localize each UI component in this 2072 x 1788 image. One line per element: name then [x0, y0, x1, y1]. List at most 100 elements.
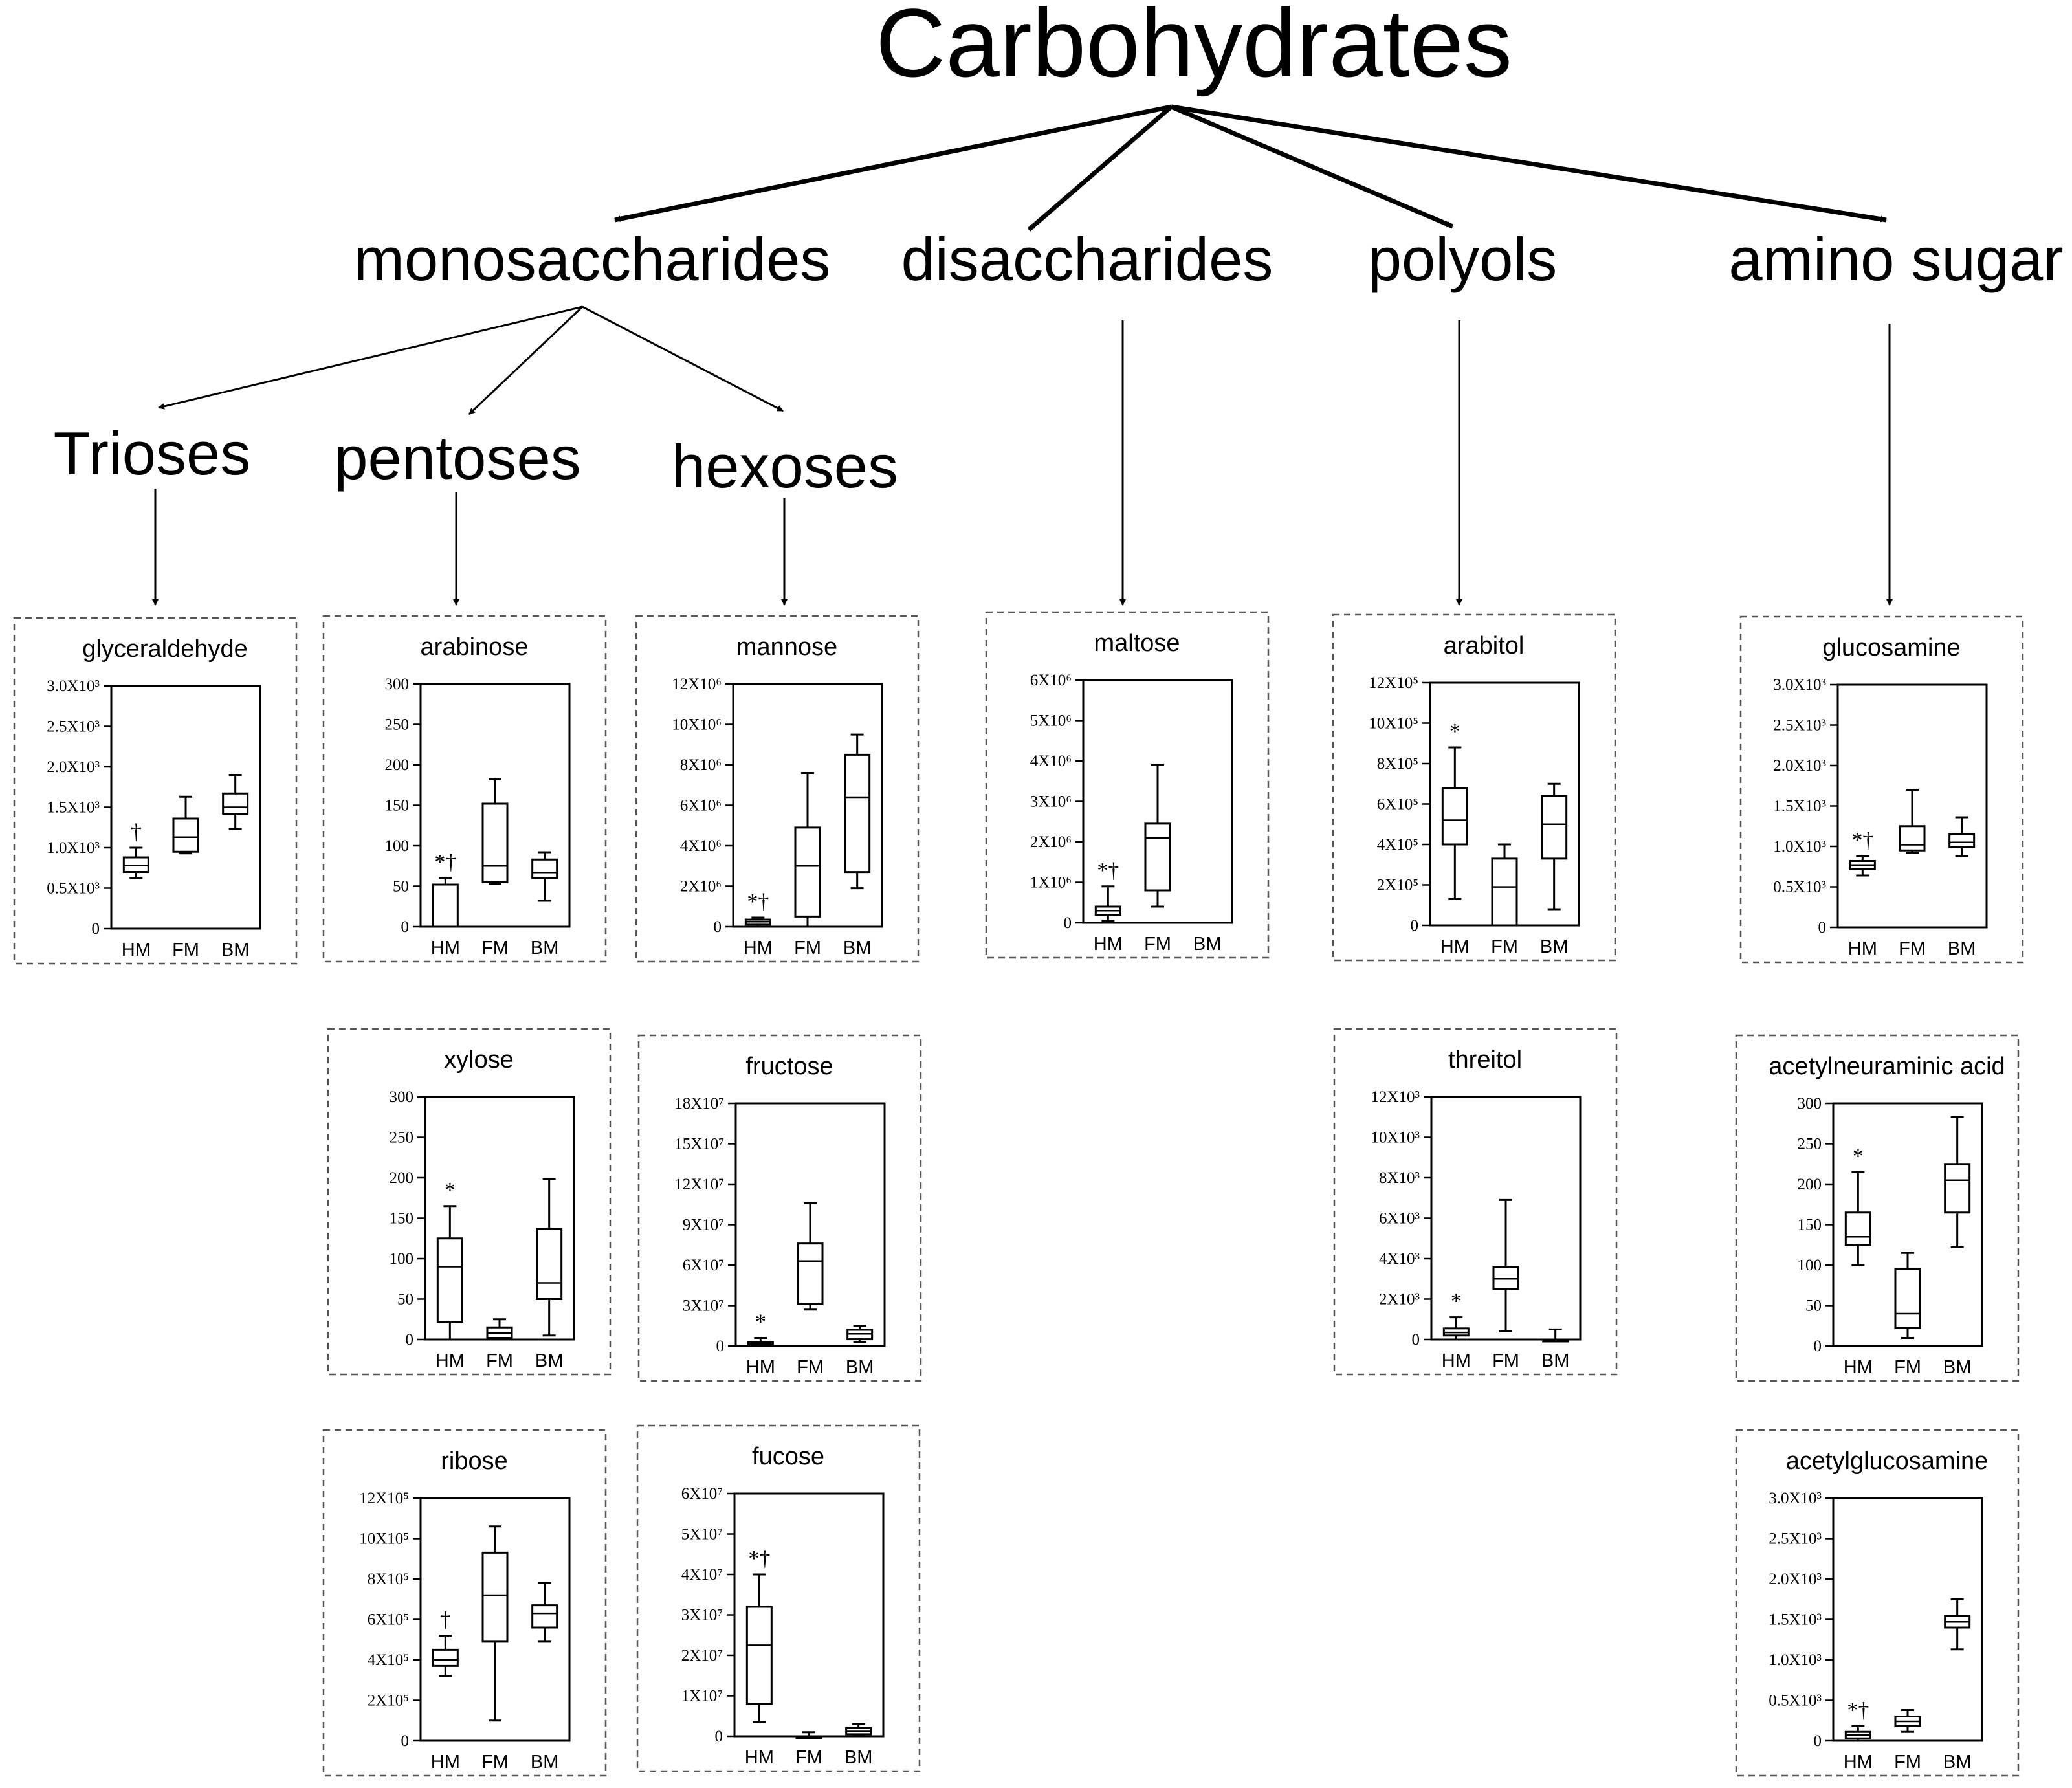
iqr-box: [432, 883, 459, 928]
box-fm: [1492, 1198, 1519, 1332]
y-tick-label: 300: [385, 676, 410, 693]
y-tick-label: 3X10⁷: [681, 1607, 723, 1624]
x-tick-label: FM: [1144, 934, 1171, 955]
chart-title: fucose: [752, 1443, 824, 1470]
x-tick-label: HM: [1844, 1752, 1873, 1772]
box-hm: *: [436, 1178, 463, 1341]
y-tick-label: 9X10⁷: [683, 1217, 724, 1234]
significance-marker: *†: [434, 850, 456, 874]
y-tick-label: 2.0X10³: [1769, 1571, 1822, 1588]
panel-border: [322, 1429, 607, 1777]
box-fm: [1894, 1252, 1921, 1339]
y-tick-label: 2.5X10³: [1773, 717, 1826, 734]
y-tick-label: 6X10⁷: [683, 1257, 724, 1274]
y-tick-label: 0.5X10³: [1773, 879, 1826, 896]
significance-marker: *: [1853, 1144, 1864, 1168]
x-tick-label: BM: [1193, 934, 1222, 955]
y-tick-label: 2X10⁵: [1377, 877, 1418, 894]
panel-ribose: ribose 0 2X10⁵ 4X10⁵ 6X10⁵ 8X10⁵ 10X10⁵ 12X10⁵ H…: [322, 1429, 607, 1777]
x-tick-label: BM: [221, 940, 250, 960]
significance-marker: *†: [748, 1547, 770, 1571]
arrow-to-amino-sugar: [1171, 104, 1887, 223]
panel-border: [1735, 1034, 2020, 1382]
y-tick-label: 50: [393, 878, 409, 896]
y-tick-label: 2.0X10³: [47, 758, 100, 776]
category-monosaccharides: monosaccharides: [354, 225, 831, 293]
y-tick-label: 8X10⁶: [680, 756, 722, 774]
y-tick-label: 4X10³: [1379, 1250, 1420, 1268]
y-tick-label: 4X10⁷: [681, 1566, 723, 1584]
x-tick-label: HM: [122, 940, 151, 960]
iqr-box: [536, 1228, 563, 1300]
y-tick-label: 5X10⁷: [681, 1526, 723, 1543]
box-bm: [1944, 1116, 1971, 1248]
panel-border: [635, 615, 920, 963]
iqr-box: [432, 1648, 459, 1667]
panel-border: [13, 617, 298, 965]
y-tick-label: 0: [1411, 917, 1419, 934]
x-tick-label: HM: [435, 1351, 465, 1371]
y-tick-label: 0: [406, 1331, 414, 1349]
box-bm: [531, 851, 558, 902]
box-fm: [1899, 789, 1926, 854]
y-tick-label: 0.5X10³: [1769, 1692, 1822, 1710]
panel-glyceraldehyde: glyceraldehyde 0 0.5X10³ 1.0X10³ 1.5X10³ 2.0X…: [13, 617, 298, 965]
iqr-box: [222, 792, 249, 815]
y-tick-label: 12X10⁵: [359, 1490, 409, 1507]
x-tick-label: FM: [1894, 1357, 1921, 1378]
x-tick-label: FM: [481, 938, 509, 958]
x-tick-label: FM: [1492, 1351, 1519, 1371]
iqr-box: [794, 826, 821, 918]
box-bm: [536, 1178, 563, 1337]
x-tick-label: HM: [1440, 936, 1470, 957]
panel-border: [985, 611, 1270, 959]
y-tick-label: 100: [1798, 1257, 1822, 1274]
iqr-box: [1948, 833, 1976, 848]
y-tick-label: 8X10³: [1379, 1169, 1420, 1187]
y-tick-label: 6X10⁵: [1377, 796, 1418, 813]
x-tick-label: BM: [531, 938, 559, 958]
box-hm: *: [1442, 1290, 1470, 1341]
panel-acetylneuraminic-acid: acetylneuraminic acid 0 50 100 150 200 250 300 H…: [1735, 1034, 2020, 1382]
panel-border: [637, 1034, 922, 1382]
significance-marker: *†: [747, 890, 769, 914]
panel-fucose: fucose 0 1X10⁷ 2X10⁷ 3X10⁷ 4X10⁷ 5X10⁷ 6X10⁷ HM *…: [636, 1424, 921, 1772]
y-tick-label: 2X10⁷: [681, 1647, 723, 1664]
box-bm: [1948, 816, 1976, 857]
panel-border: [636, 1424, 921, 1772]
chart-title: ribose: [441, 1448, 508, 1475]
significance-marker: *†: [1097, 859, 1119, 883]
chart-title: fructose: [745, 1053, 833, 1080]
y-tick-label: 0: [1818, 919, 1827, 936]
iqr-box: [481, 1551, 509, 1643]
panel-mannose: mannose 0 2X10⁶ 4X10⁶ 6X10⁶ 8X10⁶ 10X10⁶ 12X10⁶…: [635, 615, 920, 963]
significance-marker: *†: [1851, 828, 1873, 852]
y-tick-label: 0: [92, 920, 100, 938]
panel-border: [1332, 613, 1616, 962]
x-tick-label: BM: [531, 1752, 559, 1772]
subcategory-pentoses: pentoses: [334, 424, 581, 492]
panel-arabitol: arabitol 0 2X10⁵ 4X10⁵ 6X10⁵ 8X10⁵ 10X10⁵ 12X10…: [1332, 613, 1616, 962]
x-tick-label: FM: [1491, 936, 1518, 957]
y-tick-label: 1.0X10³: [1773, 838, 1826, 855]
subcategory-arrows: [158, 305, 784, 415]
x-tick-label: BM: [844, 1747, 873, 1768]
box-fm: [172, 795, 199, 855]
x-tick-label: HM: [1844, 1357, 1873, 1378]
y-tick-label: 0: [714, 918, 722, 936]
panel-arabinose: arabinose 0 50 100 150 200 250 300 HM *† FM BM: [322, 615, 607, 963]
box-hm: *†: [744, 890, 771, 928]
box-hm: *†: [1094, 859, 1121, 922]
y-tick-label: 2.5X10³: [47, 718, 100, 736]
x-tick-label: HM: [1848, 938, 1877, 959]
chart-title: mannose: [736, 634, 837, 661]
box-bm: [531, 1582, 558, 1643]
y-tick-label: 250: [1798, 1136, 1822, 1153]
y-tick-label: 250: [390, 1129, 414, 1147]
y-tick-label: 250: [385, 716, 410, 734]
x-tick-label: BM: [1540, 936, 1569, 957]
x-tick-label: HM: [431, 1752, 460, 1772]
box-bm: [1944, 1598, 1971, 1651]
iqr-box: [1492, 1266, 1519, 1290]
arrow-to-polyols: [1170, 104, 1454, 229]
